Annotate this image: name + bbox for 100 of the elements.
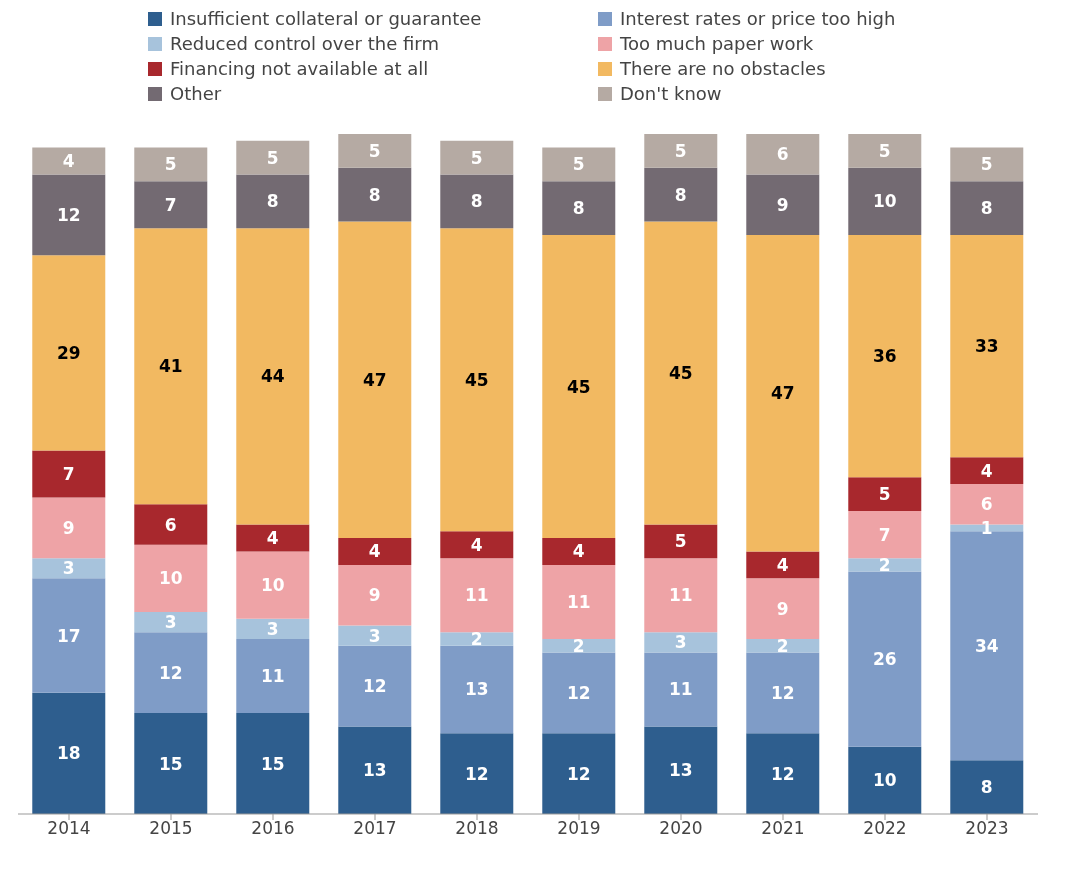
- data-label: 12: [566, 763, 591, 784]
- bar: [542, 181, 616, 235]
- data-label: 8: [980, 198, 993, 219]
- data-label: 10: [158, 568, 183, 589]
- bar: [236, 140, 310, 175]
- bar: [950, 234, 1024, 458]
- data-label: 10: [260, 575, 285, 596]
- data-label: 8: [572, 198, 585, 219]
- data-label: 12: [770, 682, 795, 703]
- bar: [134, 713, 208, 814]
- bar: [32, 578, 106, 693]
- bar: [848, 134, 922, 168]
- legend-label: Reduced control over the firm: [170, 33, 439, 54]
- data-label: 12: [464, 763, 489, 784]
- bar: [134, 632, 208, 714]
- data-label: 5: [980, 154, 993, 175]
- bar: [134, 147, 208, 182]
- x-tick-label: 2017: [353, 818, 397, 839]
- data-label: 10: [872, 770, 897, 791]
- data-label: 11: [566, 591, 591, 612]
- bar: [950, 181, 1024, 235]
- data-label: 7: [62, 464, 75, 485]
- x-tick-label: 2015: [149, 818, 193, 839]
- data-label: 41: [158, 356, 183, 377]
- bar: [848, 477, 922, 512]
- legend-label: Financing not available at all: [170, 58, 429, 79]
- data-label: 2: [878, 554, 891, 575]
- data-label: 44: [260, 366, 285, 387]
- data-label: 8: [368, 184, 381, 205]
- x-tick-label: 2018: [455, 818, 499, 839]
- data-label: 9: [776, 598, 789, 619]
- bar: [236, 551, 310, 619]
- bar: [134, 181, 208, 229]
- data-label: 12: [158, 662, 183, 683]
- data-label: 5: [878, 140, 891, 161]
- data-label: 12: [566, 682, 591, 703]
- data-label: 3: [62, 558, 75, 579]
- data-label: 10: [872, 191, 897, 212]
- data-label: 1: [980, 517, 993, 538]
- data-label: 4: [266, 528, 279, 548]
- bar: [950, 147, 1024, 182]
- x-tick-label: 2014: [47, 818, 91, 839]
- data-label: 11: [668, 679, 693, 700]
- bar: [644, 134, 718, 168]
- bar: [236, 228, 310, 525]
- bar: [746, 234, 820, 552]
- bar: [746, 733, 820, 814]
- bar: [134, 544, 208, 613]
- data-label: 6: [164, 514, 177, 535]
- bar: [32, 558, 106, 579]
- data-label: 15: [158, 753, 183, 774]
- data-label: 47: [362, 369, 387, 390]
- data-label: 45: [566, 376, 591, 397]
- data-label: 3: [164, 612, 177, 633]
- data-label: 13: [362, 760, 387, 781]
- bar: [746, 134, 820, 175]
- data-label: 9: [776, 194, 789, 215]
- bar: [338, 167, 412, 222]
- bar: [32, 255, 106, 451]
- data-label: 11: [668, 585, 693, 606]
- bar: [338, 625, 412, 646]
- bar: [848, 571, 922, 747]
- bar: [440, 632, 514, 646]
- data-label: 8: [470, 191, 483, 212]
- bar: [236, 524, 310, 552]
- bar: [644, 167, 718, 222]
- bar: [848, 511, 922, 559]
- data-label: 6: [776, 144, 789, 165]
- data-label: 8: [980, 777, 993, 798]
- data-label: 5: [572, 154, 585, 175]
- bar: [32, 497, 106, 559]
- bar: [542, 537, 616, 565]
- bar: [440, 733, 514, 814]
- data-label: 2: [776, 635, 789, 656]
- bar: [440, 558, 514, 633]
- bar: [338, 221, 412, 538]
- data-label: 5: [674, 531, 687, 552]
- bar: [134, 612, 208, 633]
- data-label: 5: [164, 154, 177, 175]
- data-label: 9: [62, 517, 75, 538]
- bar: [950, 457, 1024, 485]
- data-label: 5: [266, 147, 279, 168]
- data-label: 6: [980, 494, 993, 515]
- bar: [338, 726, 412, 814]
- data-label: 13: [464, 679, 489, 700]
- data-label: 26: [872, 649, 897, 670]
- bar: [542, 234, 616, 538]
- data-label: 4: [572, 541, 585, 562]
- data-label: 5: [470, 147, 483, 168]
- data-label: 4: [980, 460, 993, 481]
- data-label: 15: [260, 753, 285, 774]
- bar: [644, 558, 718, 633]
- bar: [32, 450, 106, 498]
- legend-label: Don't know: [620, 83, 722, 104]
- bar: [644, 524, 718, 559]
- data-label: 12: [362, 676, 387, 697]
- data-label: 34: [974, 635, 999, 656]
- data-label: 47: [770, 383, 795, 404]
- bar: [848, 234, 922, 478]
- data-label: 4: [368, 541, 381, 562]
